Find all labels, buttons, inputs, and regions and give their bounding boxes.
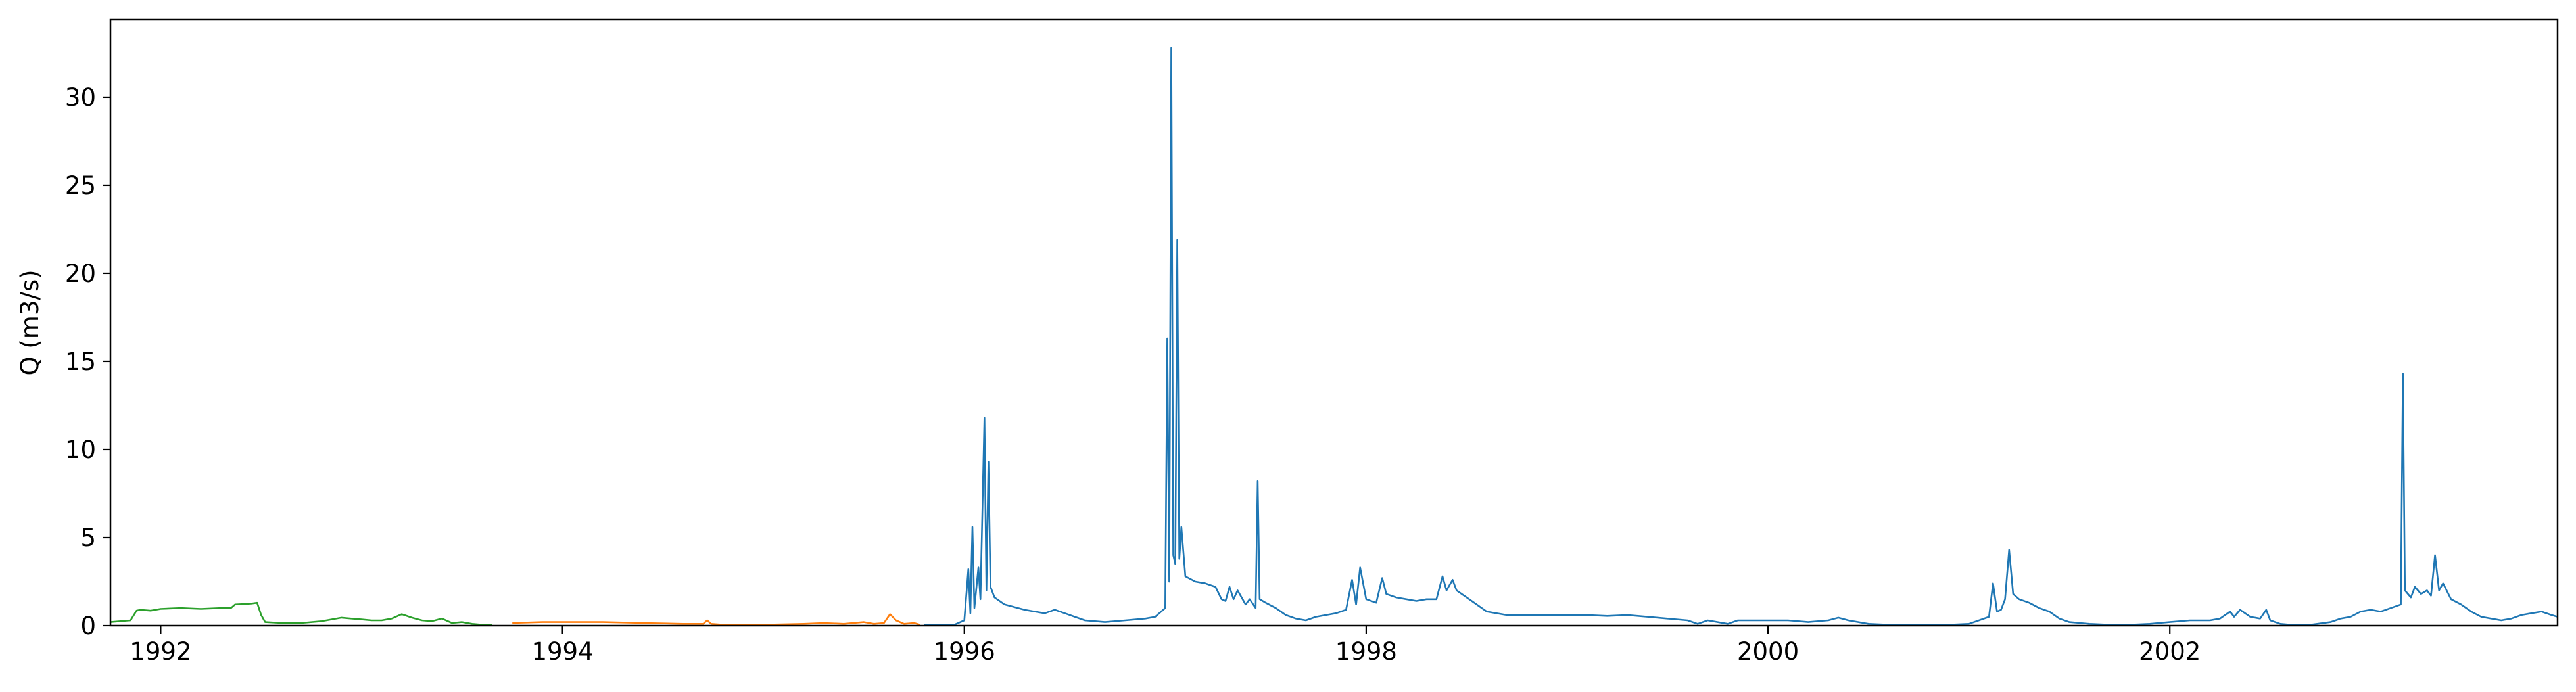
series-line-1 <box>110 601 492 626</box>
x-tick-label: 1996 <box>934 637 995 666</box>
x-tick-label: 1992 <box>130 637 191 666</box>
plot-frame <box>109 18 2559 627</box>
series-line-3 <box>924 47 2558 626</box>
y-tick-label: 30 <box>65 83 96 112</box>
y-tick-label: 0 <box>80 612 96 640</box>
series-layer <box>110 47 2558 626</box>
y-axis-label: Q (m3/s) <box>16 269 44 375</box>
x-tick-label: 1994 <box>531 637 593 666</box>
x-tick-label: 1998 <box>1335 637 1397 666</box>
series-line-2 <box>512 613 920 626</box>
y-axis: 0 5 10 15 20 25 30 <box>65 83 110 640</box>
y-tick-label: 20 <box>65 260 96 288</box>
y-tick-label: 10 <box>65 436 96 464</box>
y-tick-label: 25 <box>65 172 96 200</box>
x-axis: 1992 1994 1996 1998 2000 2002 <box>130 626 2201 666</box>
x-tick-label: 2002 <box>2139 637 2201 666</box>
y-tick-label: 5 <box>80 524 96 552</box>
x-tick-label: 2000 <box>1737 637 1799 666</box>
y-tick-label: 15 <box>65 348 96 376</box>
